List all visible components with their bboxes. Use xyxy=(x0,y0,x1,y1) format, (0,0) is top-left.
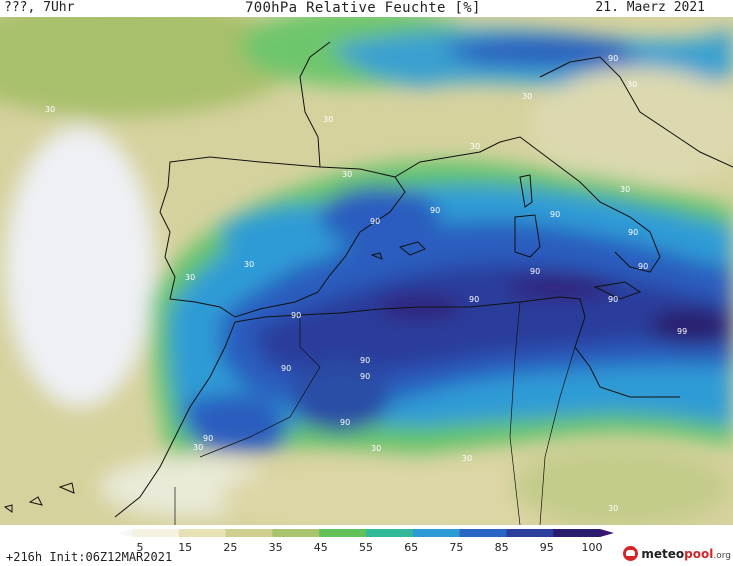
svg-text:90: 90 xyxy=(608,295,618,304)
run-info: +216h Init:06Z12MAR2021 xyxy=(6,550,173,564)
colorbar-segment xyxy=(132,529,180,537)
colorbar-segment xyxy=(272,529,320,537)
svg-text:90: 90 xyxy=(608,54,618,63)
svg-text:90: 90 xyxy=(340,418,350,427)
map-title: 700hPa Relative Feuchte [%] xyxy=(245,0,481,16)
svg-text:30: 30 xyxy=(371,444,381,453)
colorbar-max-arrow xyxy=(600,529,614,537)
colorbar-segment xyxy=(319,529,367,537)
svg-text:30: 30 xyxy=(342,170,352,179)
svg-text:30: 30 xyxy=(45,105,55,114)
moisture-bands xyxy=(0,17,733,525)
svg-text:30: 30 xyxy=(323,115,333,124)
coastlines xyxy=(3,41,733,525)
svg-text:30: 30 xyxy=(244,260,254,269)
colorbar-segment xyxy=(178,529,227,537)
svg-text:30: 30 xyxy=(185,273,195,282)
svg-text:90: 90 xyxy=(469,295,479,304)
svg-text:30: 30 xyxy=(462,454,472,463)
colorbar-tick-label: 25 xyxy=(223,541,238,554)
svg-text:90: 90 xyxy=(360,356,370,365)
colorbar-segment xyxy=(506,529,554,537)
svg-text:90: 90 xyxy=(638,262,648,271)
svg-text:90: 90 xyxy=(628,228,638,237)
meteopool-logo[interactable]: meteopool.org xyxy=(623,546,731,561)
colorbar-tick-label: 45 xyxy=(313,541,328,554)
colorbar-tick-label: 95 xyxy=(539,541,554,554)
svg-text:90: 90 xyxy=(291,311,301,320)
colorbar-tick-label: 85 xyxy=(494,541,509,554)
contour-labels: 30 30 30 30 30 30 30 30 30 30 30 30 30 9… xyxy=(45,54,687,513)
svg-text:30: 30 xyxy=(470,142,480,151)
colorbar-ticks: 5 15 25 35 45 55 65 75 85 95 100 xyxy=(0,541,733,555)
logo-icon xyxy=(623,546,639,561)
svg-text:30: 30 xyxy=(522,92,532,101)
svg-text:90: 90 xyxy=(360,372,370,381)
svg-text:30: 30 xyxy=(608,504,618,513)
svg-text:90: 90 xyxy=(550,210,560,219)
colorbar-tick-label: 15 xyxy=(178,541,193,554)
colorbar-tick-label: 100 xyxy=(581,541,603,554)
colorbar-segment xyxy=(412,529,461,537)
colorbar-segment xyxy=(459,529,507,537)
humidity-field: 30 30 30 30 30 30 30 30 30 30 30 30 30 9… xyxy=(0,17,733,525)
logo-text: meteopool.org xyxy=(641,546,731,561)
colorbar-tick-label: 55 xyxy=(359,541,373,554)
svg-text:30: 30 xyxy=(627,80,637,89)
colorbar xyxy=(118,529,614,537)
svg-text:90: 90 xyxy=(281,364,291,373)
forecast-date: 21. Maerz 2021 xyxy=(595,0,705,15)
svg-text:30: 30 xyxy=(193,443,203,452)
svg-text:90: 90 xyxy=(430,206,440,215)
colorbar-tick-label: 75 xyxy=(449,541,464,554)
colorbar-segment xyxy=(225,529,273,537)
svg-text:99: 99 xyxy=(677,327,687,336)
colorbar-tick-label: 5 xyxy=(136,541,144,554)
colorbar-segment xyxy=(553,529,601,537)
svg-text:30: 30 xyxy=(620,185,630,194)
svg-text:90: 90 xyxy=(370,217,380,226)
svg-text:90: 90 xyxy=(203,434,213,443)
colorbar-tick-label: 35 xyxy=(268,541,283,554)
svg-text:90: 90 xyxy=(530,267,540,276)
colorbar-tick-label: 65 xyxy=(404,541,419,554)
humidity-map: 30 30 30 30 30 30 30 30 30 30 30 30 30 9… xyxy=(0,17,733,525)
colorbar-segment xyxy=(366,529,414,537)
colorbar-min-arrow xyxy=(118,529,132,537)
forecast-time-label: ???, 7Uhr xyxy=(4,0,75,15)
